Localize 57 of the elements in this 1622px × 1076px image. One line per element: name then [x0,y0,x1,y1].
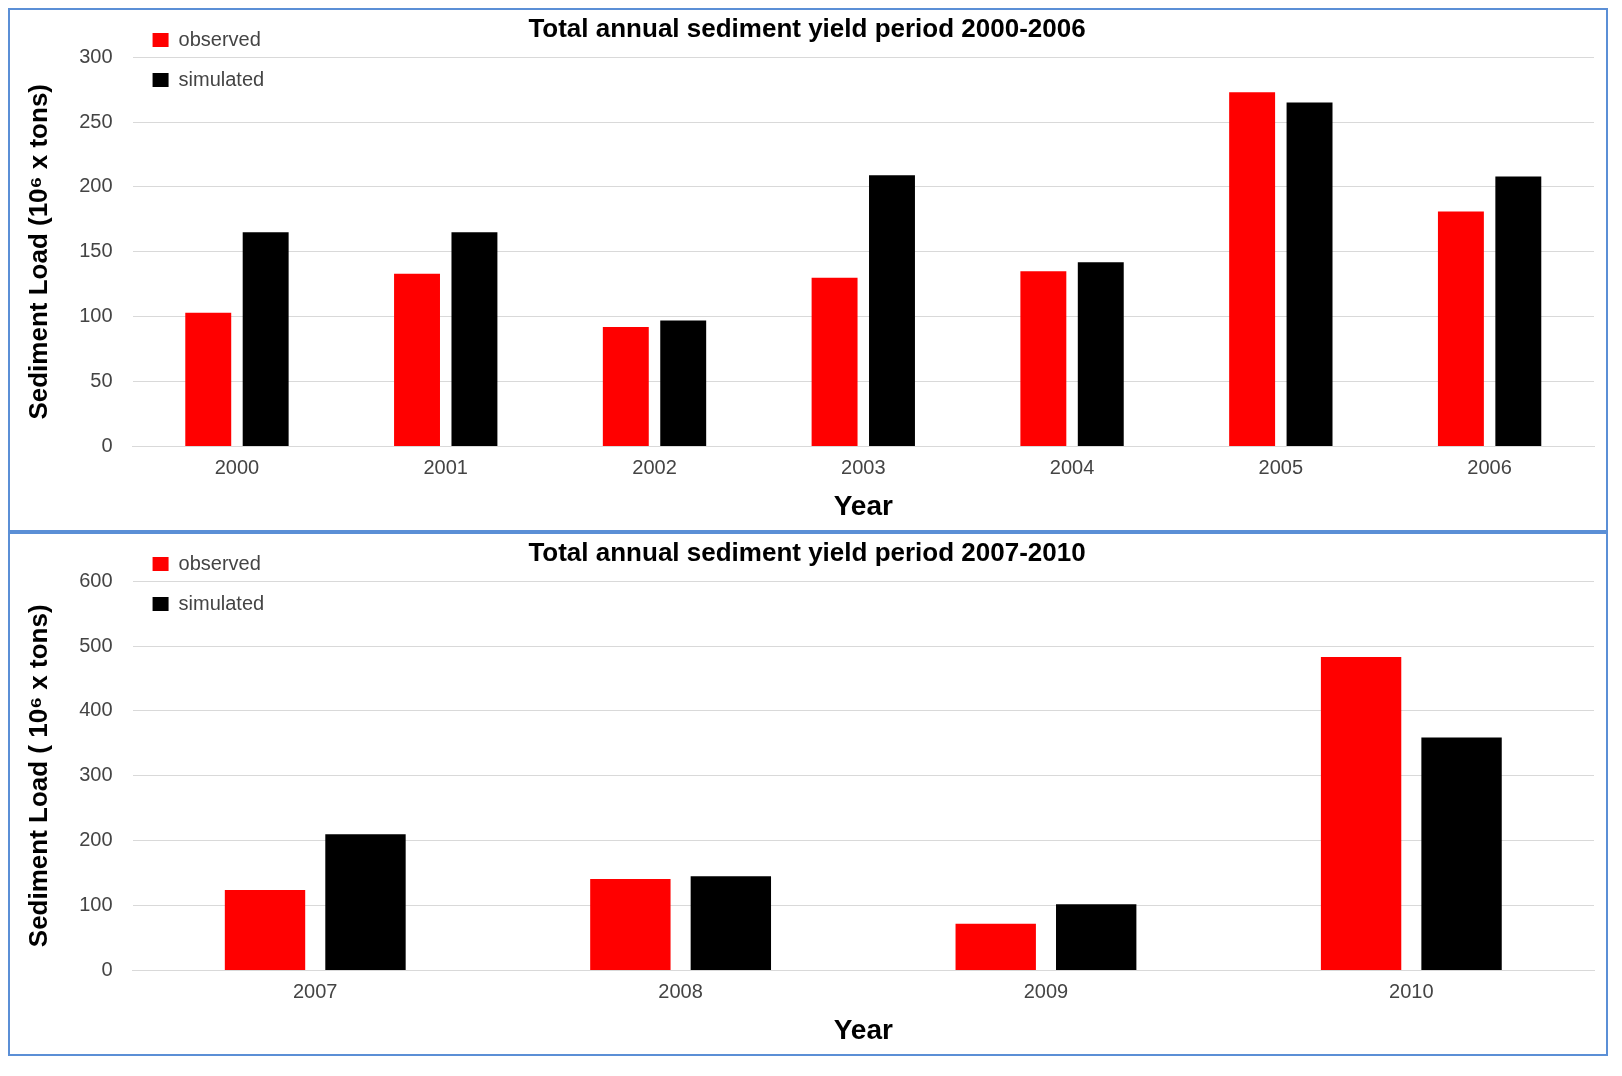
bar [811,277,858,446]
bar [325,834,406,970]
y-tick-label: 100 [79,893,113,916]
bar [1437,211,1484,446]
y-tick-label: 500 [79,633,113,656]
y-axis-title: Sediment Load ( 10⁶ x tons) [22,604,53,948]
bar [602,327,649,446]
y-tick-label: 200 [79,828,113,851]
legend-label: simulated [178,67,265,90]
bar [690,876,772,970]
x-axis-title: Year [833,1013,893,1045]
bar [955,923,1036,970]
x-tick-label: 2003 [841,455,886,478]
y-tick-label: 600 [79,568,113,591]
bar [394,273,440,446]
y-tick-label: 300 [79,763,113,786]
bar [660,320,707,446]
bar [869,175,915,446]
y-tick-label: 300 [79,44,113,67]
y-tick-label: 400 [79,698,113,721]
y-tick-label: 0 [101,957,113,980]
bar [1056,904,1137,970]
x-tick-label: 2007 [293,979,338,1002]
y-tick-label: 250 [79,109,113,132]
bar [1077,262,1124,446]
chart-title: Total annual sediment yield period 2000-2006 [528,12,1086,43]
y-axis-title: Sediment Load (10⁶ x tons) [22,84,53,420]
y-tick-label: 0 [101,433,113,456]
legend-label: observed [178,27,261,50]
bar [1320,657,1402,970]
y-tick-label: 200 [79,174,113,197]
y-tick-label: 150 [79,239,113,262]
x-tick-label: 2010 [1389,979,1434,1002]
bar [1229,92,1276,446]
bar [1286,102,1333,446]
y-tick-label: 50 [90,369,113,392]
bar [590,878,671,970]
legend-label: simulated [178,591,265,614]
bar [451,232,498,446]
x-tick-label: 2008 [658,979,703,1002]
x-tick-label: 2004 [1049,455,1095,478]
x-tick-label: 2006 [1467,455,1512,478]
bar [1495,176,1542,446]
bar [242,232,289,446]
x-tick-label: 2001 [423,455,468,478]
x-axis-title: Year [833,489,893,521]
bar [1421,737,1502,970]
bar [224,889,306,970]
chart-title: Total annual sediment yield period 2007-2010 [528,536,1086,567]
x-tick-label: 2005 [1258,455,1304,478]
x-tick-label: 2009 [1023,979,1069,1002]
bar [185,312,232,446]
y-tick-label: 100 [79,304,113,327]
bar [1020,271,1067,446]
legend-label: observed [178,551,261,574]
x-tick-label: 2002 [632,455,677,478]
x-tick-label: 2000 [214,455,260,478]
